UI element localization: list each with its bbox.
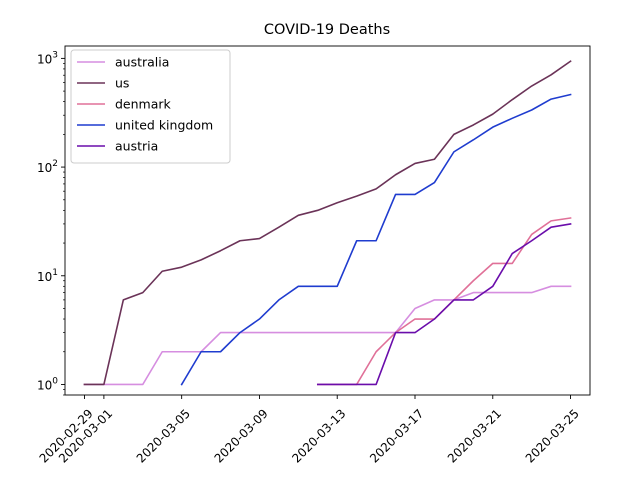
legend-label: australia bbox=[115, 55, 169, 70]
y-tick-label: 100 bbox=[37, 376, 58, 392]
series-line-us bbox=[83, 60, 572, 386]
legend-label: denmark bbox=[115, 97, 172, 112]
series-line-united-kingdom bbox=[180, 93, 572, 386]
legend: australia us denmark united kingdom austria bbox=[70, 49, 231, 164]
legend-label: austria bbox=[115, 139, 158, 154]
chart-title: COVID-19 Deaths bbox=[264, 22, 390, 38]
y-tick-label: 103 bbox=[37, 50, 58, 66]
series-layer bbox=[83, 60, 572, 386]
series-line-australia bbox=[83, 285, 572, 386]
legend-label: united kingdom bbox=[115, 118, 213, 133]
legend-label: us bbox=[115, 76, 129, 91]
plot-frame bbox=[64, 45, 591, 396]
series-line-austria bbox=[316, 222, 572, 386]
y-tick-label: 101 bbox=[37, 268, 58, 284]
legend-box bbox=[70, 49, 231, 164]
y-tick-label: 102 bbox=[37, 159, 58, 175]
